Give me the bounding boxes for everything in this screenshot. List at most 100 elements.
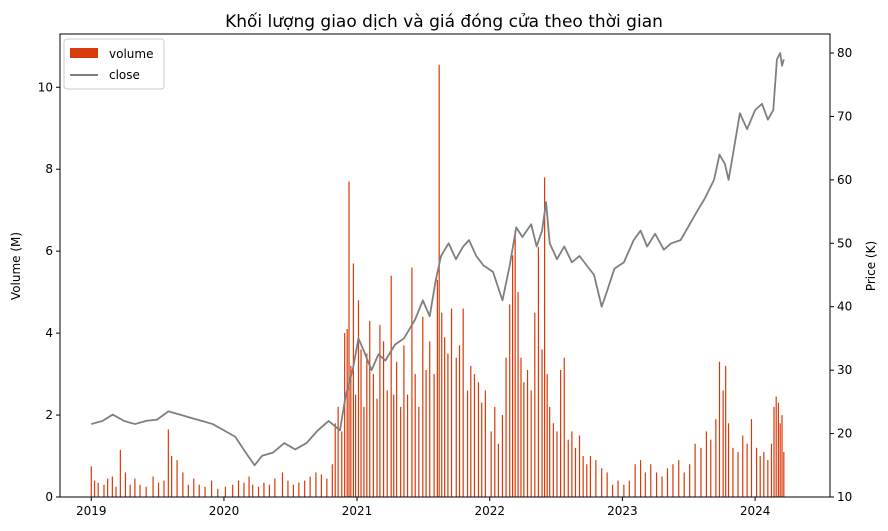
volume-bar <box>718 361 721 497</box>
x-tick-label: 2023 <box>607 504 638 518</box>
volume-bar <box>549 406 551 497</box>
volume-bar <box>390 275 392 497</box>
volume-bar <box>111 476 113 497</box>
volume-bar <box>382 341 385 497</box>
volume-bar <box>447 353 449 497</box>
volume-bar <box>526 369 529 497</box>
volume-bar <box>567 439 569 497</box>
volume-bar <box>363 406 365 497</box>
volume-bar <box>124 472 127 497</box>
volume-bar <box>287 480 289 497</box>
volume-bar <box>396 361 398 497</box>
volume-bar <box>352 263 354 497</box>
volume-bar <box>586 464 588 497</box>
volume-bar <box>546 374 548 497</box>
volume-bar <box>763 451 765 497</box>
volume-bar <box>348 181 350 497</box>
volume-bar <box>438 64 440 497</box>
volume-bar <box>725 365 727 497</box>
volume-bar <box>644 472 646 497</box>
volume-bar <box>354 394 357 497</box>
volume-bar <box>501 415 504 497</box>
volume-bar <box>639 460 642 497</box>
volume-bar <box>366 353 368 497</box>
volume-bar <box>484 390 486 497</box>
volume-bar <box>678 460 680 497</box>
volume-bar <box>628 480 630 497</box>
volume-bar <box>331 464 333 497</box>
volume-bar <box>217 488 219 497</box>
y-tick-label: 6 <box>45 244 53 258</box>
volume-bar <box>689 464 691 497</box>
volume-bar <box>211 480 213 497</box>
volume-bar <box>544 177 546 497</box>
volume-bar <box>571 431 573 497</box>
volume-bar <box>552 423 554 497</box>
volume-bar <box>777 402 779 497</box>
volume-bar <box>386 390 388 497</box>
y-tick-label: 10 <box>38 80 53 94</box>
volume-bar <box>494 406 496 497</box>
x-tick-label: 2019 <box>76 504 107 518</box>
volume-bar <box>257 486 260 497</box>
volume-bar <box>411 267 413 497</box>
volume-bar <box>606 472 608 497</box>
volume-bar <box>770 443 773 497</box>
volume-bar <box>750 419 753 497</box>
volume-bar <box>444 337 446 497</box>
volume-bar <box>237 480 240 497</box>
volume-bar <box>742 435 744 497</box>
volume-bar <box>90 466 92 497</box>
volume-bar <box>574 447 577 497</box>
volume-bar <box>556 431 558 497</box>
volume-bar <box>458 345 461 497</box>
y-tick-label: 2 <box>45 408 53 422</box>
volume-bar <box>281 472 284 497</box>
y2-tick-label: 70 <box>837 109 852 123</box>
volume-bar <box>450 308 453 497</box>
volume-bar <box>705 431 707 497</box>
volume-bar <box>157 482 160 497</box>
volume-bar <box>204 486 206 497</box>
x-axis: 2019 2020 2021 2022 2023 2024 <box>76 497 770 518</box>
volume-bar <box>418 406 420 497</box>
volume-bar <box>672 464 674 497</box>
volume-bar <box>107 478 109 497</box>
y2-tick-label: 60 <box>837 173 852 187</box>
volume-bar <box>530 390 532 497</box>
volume-bar <box>187 484 189 497</box>
volume-bar <box>309 476 311 497</box>
volume-bar <box>400 406 402 497</box>
volume-bar <box>466 390 469 497</box>
x-tick-label: 2022 <box>474 504 505 518</box>
y-axis-right: 10 20 30 40 50 60 70 80 <box>830 46 852 504</box>
volume-bar <box>304 480 306 497</box>
volume-bar <box>589 456 592 497</box>
volume-bar <box>779 423 781 497</box>
volume-bar <box>103 484 105 497</box>
volume-bar <box>473 374 476 497</box>
volume-bar <box>414 374 416 497</box>
volume-bar <box>274 478 276 497</box>
volume-bars <box>90 64 785 498</box>
volume-bar <box>781 415 783 497</box>
y2-tick-label: 20 <box>837 427 852 441</box>
volume-bar <box>563 357 565 497</box>
close-line <box>91 52 785 467</box>
volume-bar <box>722 390 724 497</box>
volume-bar <box>514 230 516 498</box>
volume-bar <box>346 329 348 497</box>
volume-bar <box>727 423 730 497</box>
volume-bar <box>379 324 381 497</box>
volume-bar <box>759 456 761 497</box>
volume-bar <box>700 447 702 497</box>
volume-bar <box>429 341 431 497</box>
volume-bar <box>441 312 443 497</box>
y2-tick-label: 40 <box>837 300 852 314</box>
volume-bar <box>612 484 614 497</box>
volume-bar <box>732 447 734 497</box>
volume-bar <box>617 480 619 497</box>
volume-bar <box>694 443 696 497</box>
volume-bar <box>357 300 360 497</box>
volume-bar <box>541 349 543 497</box>
